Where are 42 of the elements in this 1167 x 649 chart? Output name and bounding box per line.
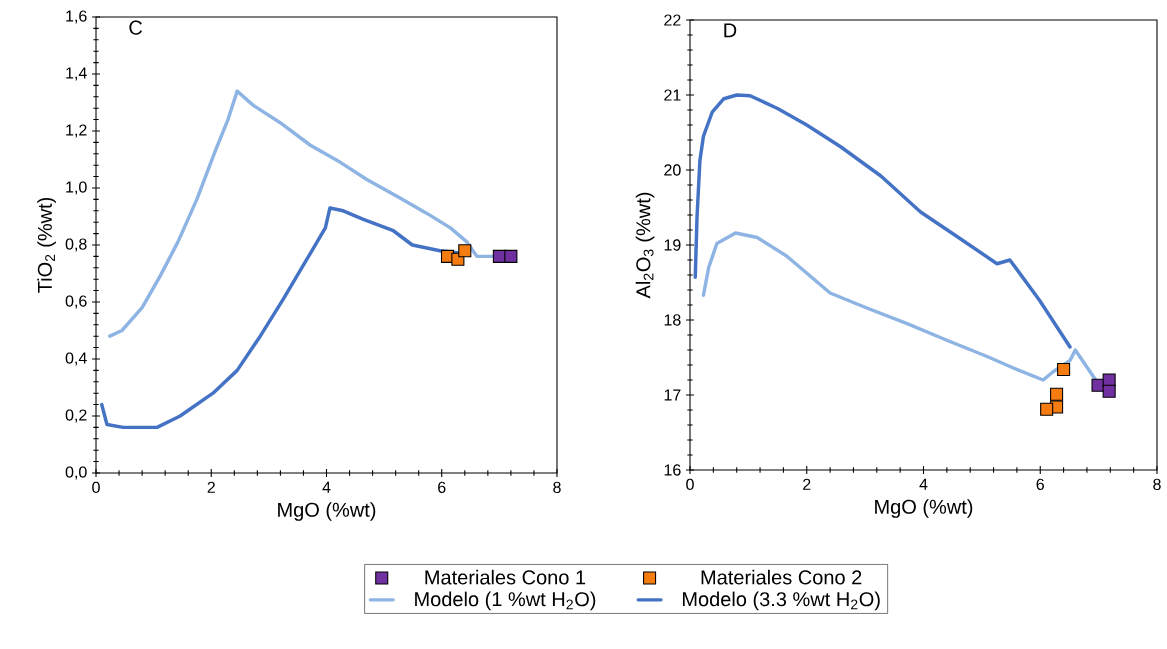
point	[1040, 402, 1054, 416]
y-tick-label: 1,2	[66, 124, 87, 138]
x-axis-title: MgO (%wt)	[875, 499, 973, 518]
y-tick-label: 0,4	[65, 352, 87, 366]
y-axis-title: TiO$_{2}$ (%wt)	[37, 197, 56, 293]
y-tick-label: 22	[664, 14, 681, 26]
x-tick-label: 0	[686, 478, 694, 491]
y-tick-label: 0,0	[65, 466, 87, 480]
legend-label: Modelo (1 %wt H$_{2}$O)	[415, 591, 596, 611]
x-tick-label: 6	[438, 481, 446, 494]
y-tick-label: 16	[664, 464, 681, 476]
point	[1057, 362, 1071, 377]
y-tick-label: 1,6	[66, 10, 87, 24]
chart-title: C	[129, 20, 143, 35]
x-tick-label: 0	[92, 481, 100, 494]
y-tick-label: 21	[664, 89, 681, 101]
y-tick-label: 20	[664, 164, 681, 176]
line-series	[693, 93, 1072, 349]
y-tick-label: 17	[664, 389, 681, 401]
y-tick-label: 0,6	[65, 295, 87, 309]
x-tick-label: 6	[1036, 478, 1044, 491]
x-tick-label: 4	[919, 478, 928, 490]
y-tick-label: 18	[664, 314, 681, 326]
point	[1102, 384, 1116, 398]
x-tick-label: 2	[207, 481, 215, 493]
chart-title: D	[724, 23, 737, 38]
x-tick-label: 4	[322, 481, 331, 493]
y-tick-label: 1,4	[66, 67, 87, 81]
legend-label: Materiales Cono 2	[701, 569, 862, 585]
x-tick-label: 8	[1153, 478, 1161, 491]
x-tick-label: 2	[803, 478, 811, 490]
y-tick-label: 19	[664, 239, 681, 251]
point	[1050, 387, 1064, 401]
legend-label: Modelo (3.3 %wt H$_{2}$O)	[682, 591, 880, 611]
y-tick-label: 0,8	[65, 238, 87, 252]
y-tick-label: 0,2	[65, 409, 87, 423]
y-axis-title: Al$_{2}$O$_{3}$ (%wt)	[635, 192, 655, 299]
point	[1102, 373, 1116, 387]
legend-label: Materiales Cono 1	[425, 569, 586, 585]
x-axis-title: MgO (%wt)	[278, 502, 376, 521]
y-tick-label: 1,0	[66, 181, 87, 195]
x-tick-label: 8	[553, 481, 561, 494]
